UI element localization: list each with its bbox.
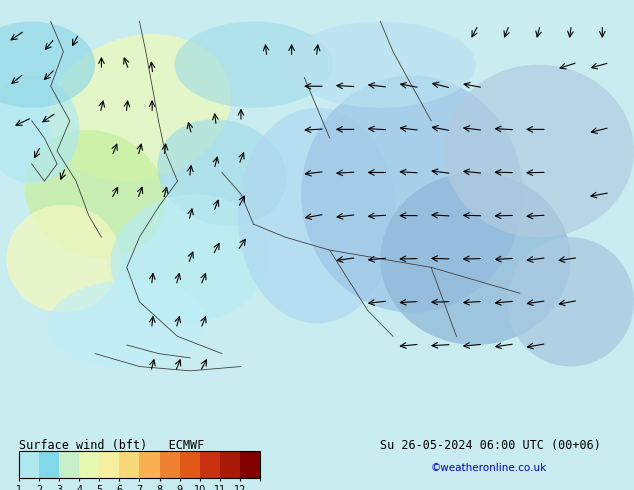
- Text: Surface wind (bft)   ECMWF: Surface wind (bft) ECMWF: [19, 439, 204, 452]
- Ellipse shape: [110, 195, 270, 323]
- Ellipse shape: [507, 237, 634, 367]
- Ellipse shape: [444, 65, 634, 237]
- Ellipse shape: [48, 280, 206, 367]
- Ellipse shape: [6, 205, 120, 313]
- Ellipse shape: [0, 22, 95, 108]
- Text: ©weatheronline.co.uk: ©weatheronline.co.uk: [431, 463, 547, 473]
- Ellipse shape: [238, 108, 396, 323]
- Ellipse shape: [48, 34, 231, 182]
- Ellipse shape: [157, 119, 287, 226]
- Ellipse shape: [285, 22, 476, 108]
- Ellipse shape: [25, 130, 165, 258]
- Ellipse shape: [380, 172, 571, 345]
- Ellipse shape: [301, 75, 523, 313]
- Ellipse shape: [0, 75, 79, 183]
- Ellipse shape: [174, 22, 333, 108]
- Text: Su 26-05-2024 06:00 UTC (00+06): Su 26-05-2024 06:00 UTC (00+06): [380, 439, 601, 452]
